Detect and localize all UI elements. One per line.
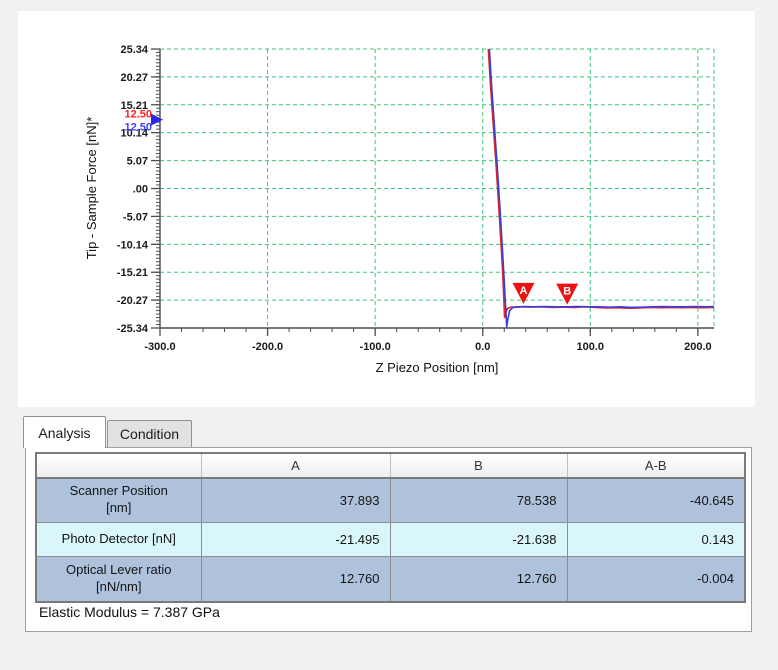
svg-text:25.34: 25.34: [120, 44, 148, 56]
scanner-position-b: 78.538: [389, 477, 568, 523]
photo-detector-b: -21.638: [389, 521, 568, 557]
force-curve-red: [487, 48, 715, 319]
optical-lever-ratio-a: 12.760: [200, 555, 391, 603]
tab-analysis[interactable]: Analysis: [23, 416, 106, 448]
x-axis-title: Z Piezo Position [nm]: [376, 360, 499, 375]
svg-text:20.27: 20.27: [120, 72, 148, 84]
optical-lever-ratio-a-b: -0.004: [566, 555, 746, 603]
header-cell-empty: [35, 452, 202, 479]
row-label-line1: Scanner Position: [69, 483, 168, 499]
table-row-optical-lever-ratio: Optical Lever ratio [nN/nm] 12.760 12.76…: [35, 555, 746, 603]
scanner-position-a: 37.893: [200, 477, 391, 523]
svg-text:10.14: 10.14: [120, 128, 148, 140]
marker-a-cursor[interactable]: A: [512, 282, 535, 304]
axes: 25.34 20.27 15.21 10.14 5.07 .00 -5.07 -10.14 -1…: [117, 44, 714, 353]
svg-text:-15.21: -15.21: [117, 267, 148, 279]
elastic-modulus-text: Elastic Modulus = 7.387 GPa: [39, 604, 220, 620]
grid-lines: [160, 48, 715, 328]
table-row-photo-detector: Photo Detector [nN] -21.495 -21.638 0.14…: [35, 521, 746, 557]
svg-text:100.0: 100.0: [577, 341, 605, 353]
table-header-row: A B A-B: [35, 452, 746, 479]
svg-text:12.50: 12.50: [124, 122, 152, 134]
chart-plot-area: 25.34 20.27 15.21 10.14 5.07 .00 -5.07 -10.14 -1…: [117, 44, 715, 353]
svg-text:12.50: 12.50: [124, 109, 152, 121]
svg-text:B: B: [563, 286, 571, 298]
svg-text:-300.0: -300.0: [144, 341, 175, 353]
tab-condition[interactable]: Condition: [107, 420, 192, 447]
svg-text:-200.0: -200.0: [252, 341, 283, 353]
y-axis-title: Tip - Sample Force [nN]*: [84, 117, 99, 260]
analysis-results-table: A B A-B Scanner Position [nm] 37.893 78.…: [35, 452, 746, 603]
marker-b-cursor[interactable]: B: [556, 283, 579, 305]
svg-text:200.0: 200.0: [684, 341, 712, 353]
svg-text:-5.07: -5.07: [123, 211, 148, 223]
svg-text:5.07: 5.07: [127, 156, 148, 168]
cursor-arrow-icon: [151, 113, 163, 126]
row-label-line2: [nN/nm]: [95, 578, 142, 594]
optical-lever-ratio-b: 12.760: [389, 555, 568, 603]
photo-detector-a-b: 0.143: [566, 521, 746, 557]
row-label-line1: Optical Lever ratio: [66, 561, 172, 577]
analysis-tab-panel: A B A-B Scanner Position [nm] 37.893 78.…: [25, 447, 752, 632]
header-cell-a: A: [200, 452, 391, 479]
row-label-line1: Photo Detector [nN]: [61, 530, 176, 546]
svg-text:-100.0: -100.0: [360, 341, 391, 353]
svg-text:-25.34: -25.34: [117, 323, 149, 335]
table-row-scanner-position: Scanner Position [nm] 37.893 78.538 -40.…: [35, 477, 746, 523]
svg-text:.00: .00: [133, 184, 148, 196]
row-label-line2: [nm]: [106, 500, 132, 516]
row-label-optical-lever-ratio: Optical Lever ratio [nN/nm]: [35, 555, 202, 603]
svg-text:-20.27: -20.27: [117, 295, 148, 307]
row-label-scanner-position: Scanner Position [nm]: [35, 477, 202, 523]
photo-detector-a: -21.495: [200, 521, 391, 557]
force-curve-chart: Tip - Sample Force [nN]* Z Piezo Positio…: [84, 44, 715, 375]
svg-text:-10.14: -10.14: [117, 239, 149, 251]
header-cell-b: B: [389, 452, 568, 479]
header-cell-a-b: A-B: [566, 452, 746, 479]
svg-text:15.21: 15.21: [120, 100, 148, 112]
row-label-photo-detector: Photo Detector [nN]: [35, 521, 202, 557]
svg-text:0.0: 0.0: [475, 341, 490, 353]
scanner-position-a-b: -40.645: [566, 477, 746, 523]
force-curve-chart-panel: Tip - Sample Force [nN]* Z Piezo Positio…: [18, 11, 755, 407]
force-curve-blue: [488, 48, 715, 328]
svg-text:A: A: [520, 285, 528, 297]
